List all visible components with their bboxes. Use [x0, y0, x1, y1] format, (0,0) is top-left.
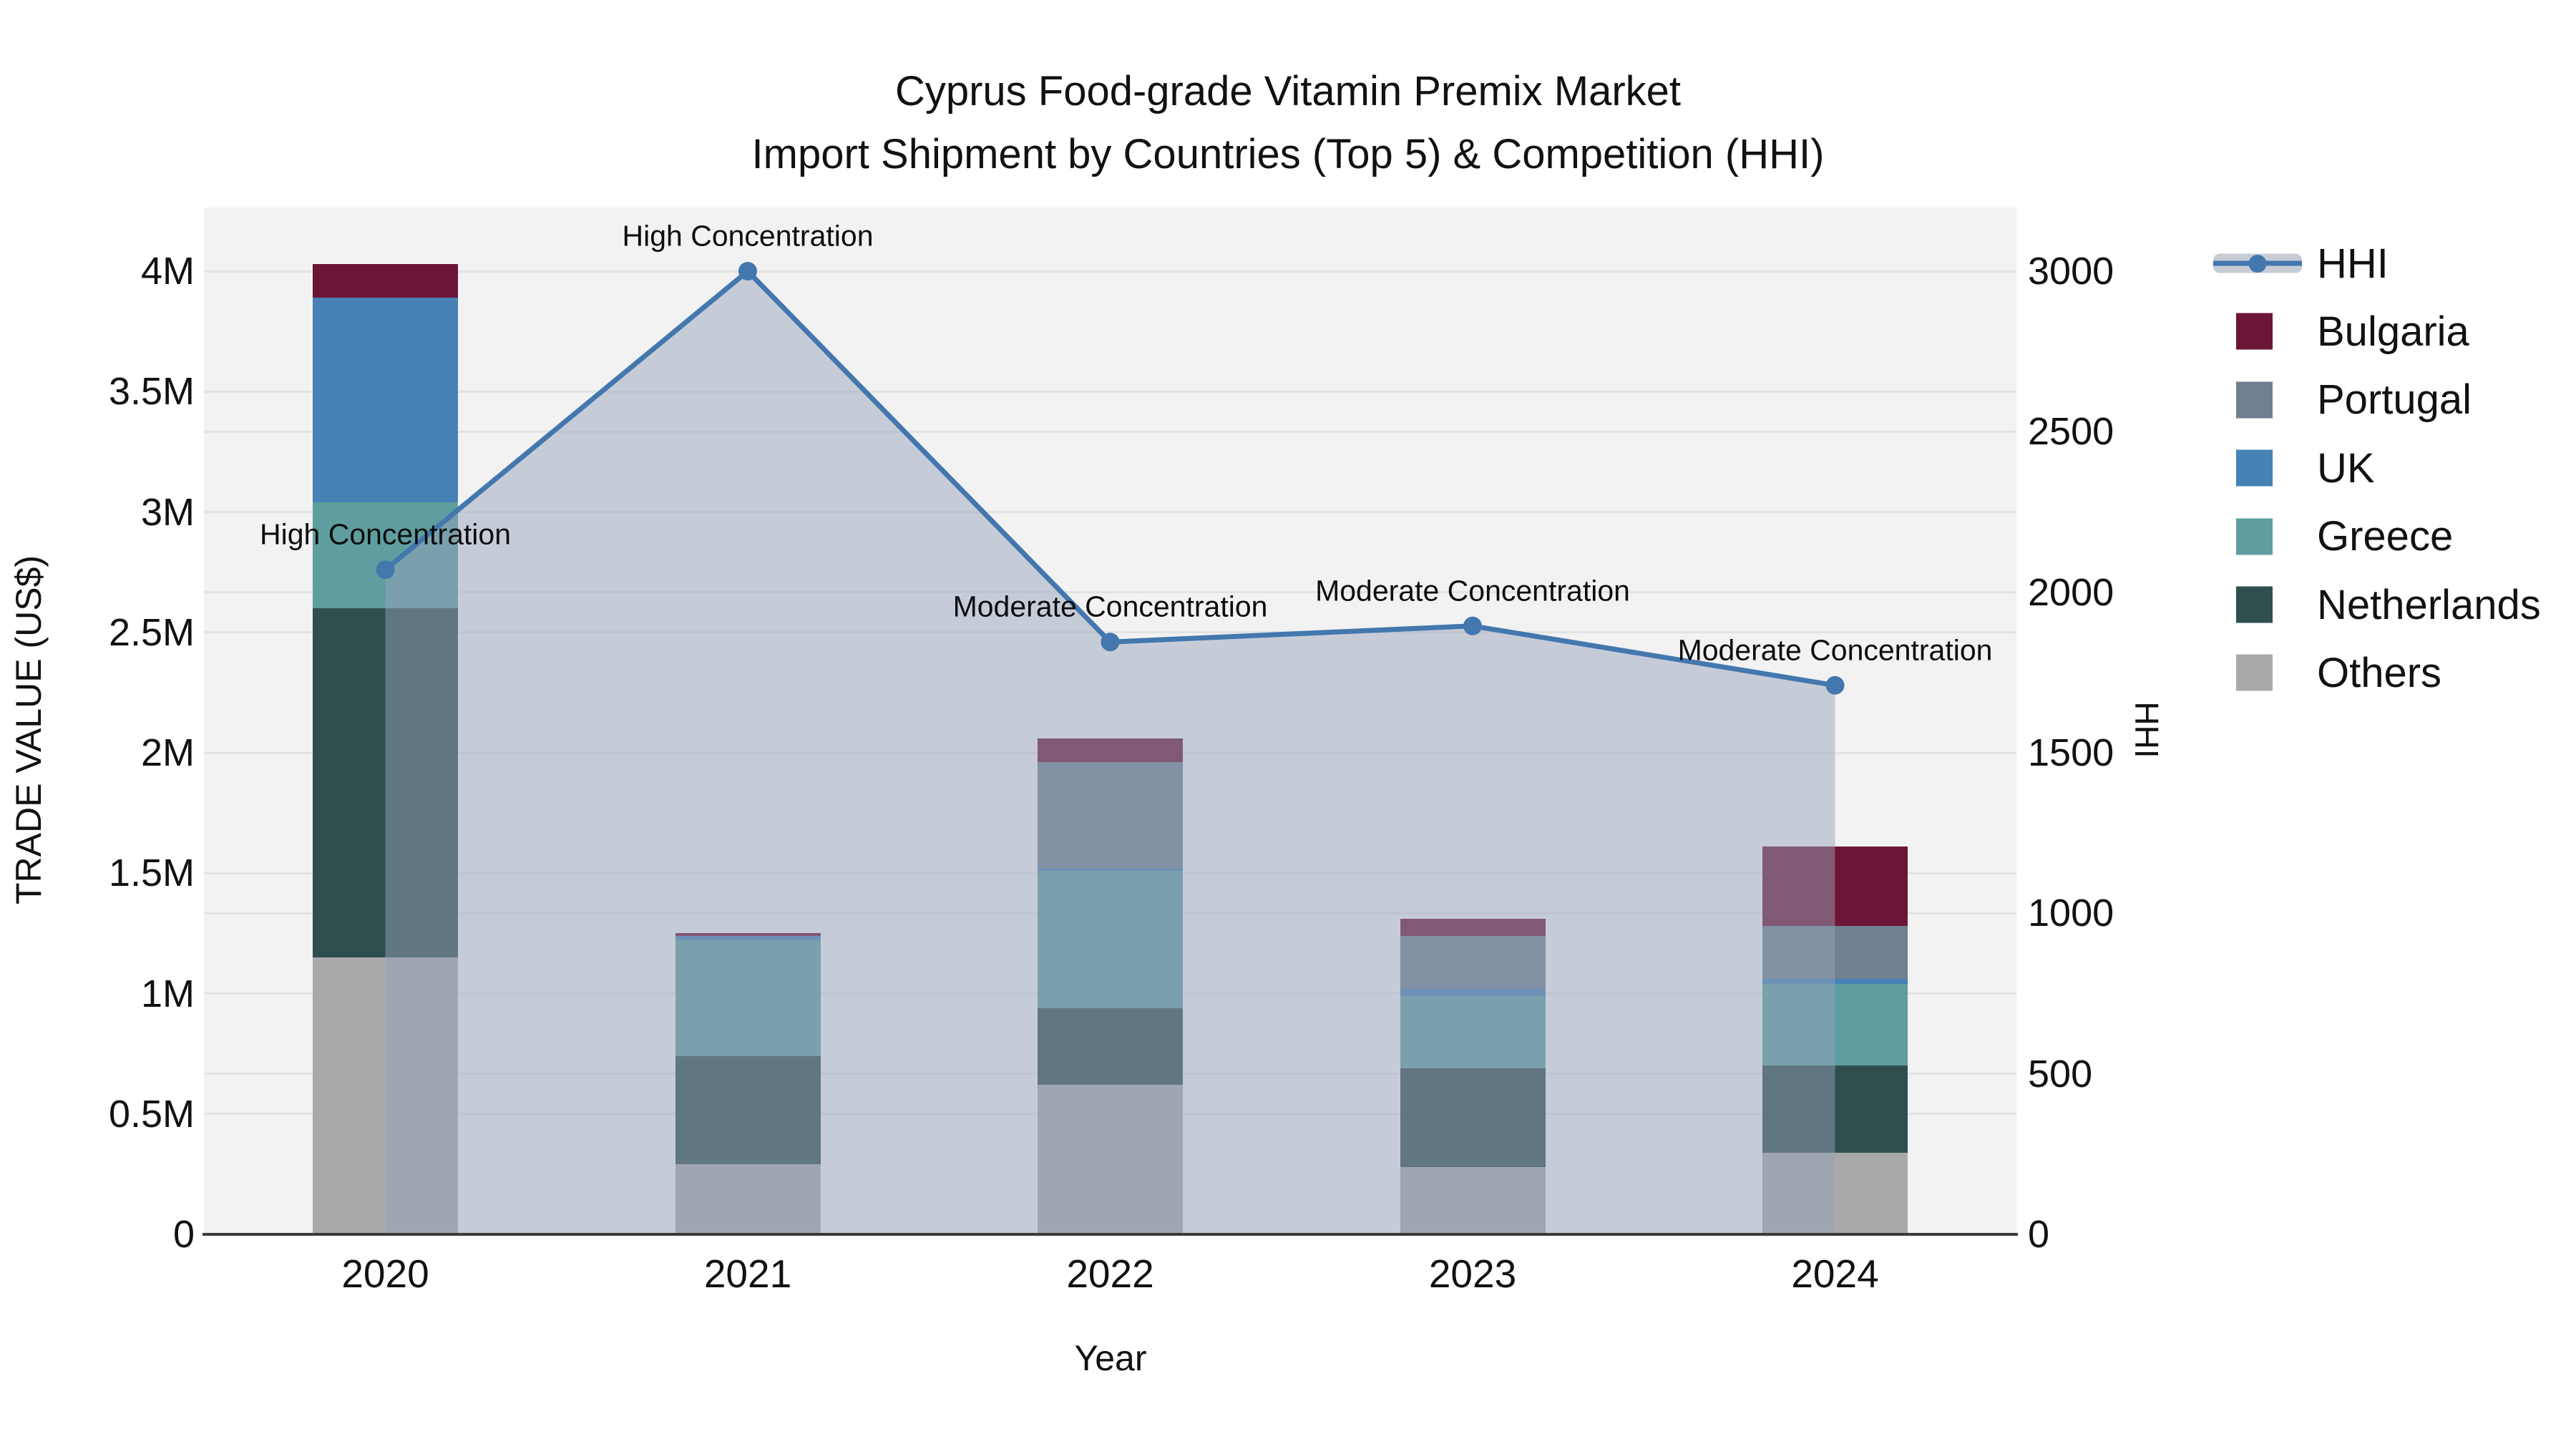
- bar-segment-2020-others: [313, 957, 458, 1234]
- bar-segment-2021-netherlands: [675, 1055, 821, 1165]
- gridline-hhi-3000: [204, 270, 2016, 273]
- annotation-2021: High Concentration: [622, 219, 874, 253]
- y-right-tick-2000: 2000: [2028, 570, 2114, 614]
- hhi-area-swatch: [2213, 253, 2302, 273]
- legend-label-uk: UK: [2317, 444, 2375, 492]
- legend-color-swatch-others: [2236, 654, 2273, 691]
- bar-segment-2021-greece: [675, 940, 821, 1056]
- bar-segment-2024-others: [1762, 1152, 1908, 1234]
- gridline-trade-3.5M: [204, 390, 2016, 393]
- legend-swatch-hhi: [2213, 230, 2317, 298]
- y-right-tick-2500: 2500: [2028, 410, 2114, 454]
- legend-swatch-greece: [2222, 502, 2317, 570]
- y-right-tick-1500: 1500: [2028, 731, 2114, 774]
- bar-segment-2024-portugal: [1762, 926, 1908, 980]
- chart-title-line2: Import Shipment by Countries (Top 5) & C…: [751, 131, 1825, 177]
- gridline-hhi-2500: [204, 430, 2016, 433]
- bar-segment-2023-portugal: [1400, 935, 1546, 989]
- hhi-marker-swatch: [2248, 254, 2267, 273]
- y-right-tick-1000: 1000: [2028, 892, 2114, 935]
- annotation-2022: Moderate Concentration: [952, 590, 1268, 623]
- y-left-tick-1M: 1M: [140, 972, 195, 1015]
- bar-segment-2023-greece: [1400, 995, 1546, 1068]
- y-axis-title-right: HHI: [2128, 701, 2165, 758]
- bar-segment-2022-others: [1038, 1085, 1183, 1234]
- bar-segment-2021-bulgaria: [675, 933, 821, 936]
- legend-swatch-netherlands: [2222, 571, 2317, 639]
- bar-segment-2020-uk: [313, 298, 458, 503]
- bar-segment-2021-others: [675, 1164, 821, 1234]
- x-tick-2020: 2020: [341, 1252, 429, 1296]
- annotation-2023: Moderate Concentration: [1315, 574, 1630, 608]
- legend-swatch-bulgaria: [2222, 298, 2317, 366]
- legend-color-swatch-bulgaria: [2236, 313, 2273, 350]
- bar-segment-2023-uk: [1400, 988, 1546, 996]
- legend-label-others: Others: [2317, 649, 2442, 696]
- bar-segment-2022-greece: [1038, 870, 1183, 1008]
- y-right-tick-0: 0: [2028, 1213, 2050, 1256]
- x-tick-2021: 2021: [703, 1252, 792, 1296]
- y-left-tick-2M: 2M: [140, 731, 195, 774]
- x-tick-2024: 2024: [1791, 1252, 1879, 1296]
- legend-label-hhi: HHI: [2317, 240, 2389, 287]
- legend-color-swatch-portugal: [2236, 381, 2273, 419]
- legend-color-swatch-netherlands: [2236, 586, 2273, 623]
- legend-swatch-others: [2222, 639, 2317, 707]
- legend-color-swatch-greece: [2236, 518, 2273, 555]
- legend-label-greece: Greece: [2317, 513, 2454, 560]
- y-left-tick-3.5M: 3.5M: [108, 370, 195, 414]
- bar-segment-2024-uk: [1762, 979, 1908, 985]
- y-right-tick-500: 500: [2028, 1052, 2093, 1096]
- x-tick-2023: 2023: [1428, 1252, 1517, 1296]
- legend-label-netherlands: Netherlands: [2317, 581, 2541, 628]
- bar-segment-2024-greece: [1762, 984, 1908, 1066]
- chart-title: Cyprus Food-grade Vitamin Premix Market …: [0, 60, 2576, 186]
- x-axis-title: Year: [1074, 1338, 1147, 1378]
- annotation-2024: Moderate Concentration: [1677, 633, 1993, 667]
- chart-title-line1: Cyprus Food-grade Vitamin Premix Market: [894, 68, 1682, 114]
- y-left-tick-0: 0: [172, 1213, 195, 1256]
- annotation-2020: High Concentration: [260, 517, 511, 551]
- bar-segment-2024-netherlands: [1762, 1065, 1908, 1153]
- bar-segment-2022-bulgaria: [1038, 738, 1183, 763]
- bar-segment-2024-bulgaria: [1762, 847, 1908, 927]
- legend-item-hhi: HHI: [2213, 230, 2389, 298]
- bar-segment-2023-netherlands: [1400, 1068, 1546, 1167]
- legend-label-portugal: Portugal: [2317, 376, 2472, 424]
- bar-segment-2022-portugal: [1038, 762, 1183, 869]
- bar-segment-2023-others: [1400, 1166, 1546, 1234]
- legend-swatch-portugal: [2222, 366, 2317, 434]
- bar-segment-2022-netherlands: [1038, 1008, 1183, 1085]
- legend-swatch-uk: [2222, 434, 2317, 502]
- bar-segment-2022-uk: [1038, 868, 1183, 871]
- bar-segment-2021-uk: [675, 935, 821, 941]
- x-tick-2022: 2022: [1066, 1252, 1154, 1296]
- bar-segment-2020-netherlands: [313, 608, 458, 958]
- bar-segment-2023-bulgaria: [1400, 919, 1546, 936]
- y-left-tick-2.5M: 2.5M: [108, 610, 195, 654]
- legend-item-uk: UK: [2222, 434, 2375, 502]
- legend-color-swatch-uk: [2236, 449, 2273, 487]
- y-right-tick-3000: 3000: [2028, 250, 2114, 293]
- y-left-tick-1.5M: 1.5M: [108, 852, 195, 895]
- bar-segment-2020-bulgaria: [313, 263, 458, 298]
- legend-item-bulgaria: Bulgaria: [2222, 298, 2469, 366]
- legend-item-portugal: Portugal: [2222, 366, 2472, 434]
- legend-item-greece: Greece: [2222, 502, 2453, 570]
- x-axis-line: [203, 1233, 2018, 1236]
- legend-item-netherlands: Netherlands: [2222, 571, 2541, 639]
- legend-label-bulgaria: Bulgaria: [2317, 308, 2469, 355]
- y-left-tick-3M: 3M: [140, 490, 195, 534]
- y-left-tick-4M: 4M: [140, 250, 195, 293]
- y-axis-title-left: TRADE VALUE (US$): [9, 555, 49, 905]
- legend-item-others: Others: [2222, 639, 2441, 707]
- y-left-tick-0.5M: 0.5M: [108, 1092, 195, 1136]
- gridline-trade-3M: [204, 511, 2016, 513]
